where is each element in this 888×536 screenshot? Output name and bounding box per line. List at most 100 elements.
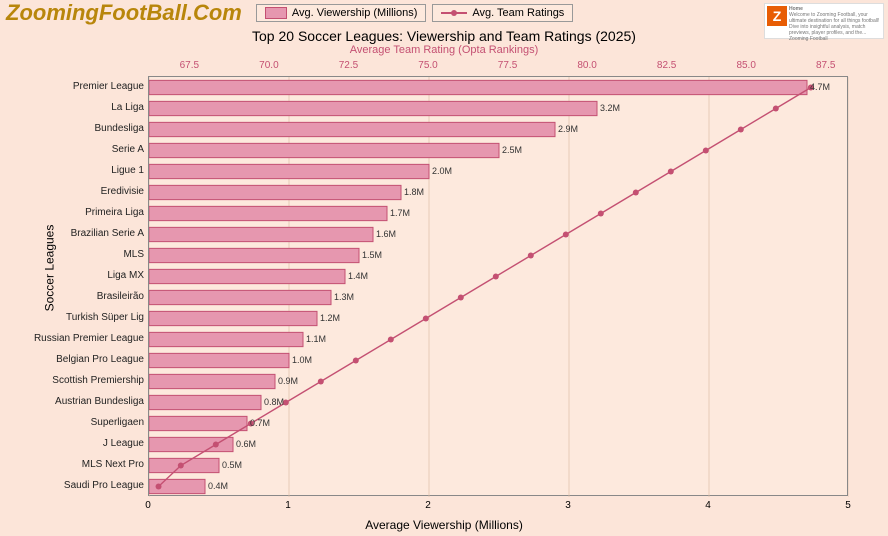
rating-marker	[156, 484, 162, 490]
value-label: 0.7M	[250, 418, 270, 428]
category-label: Austrian Bundesliga	[14, 396, 144, 407]
x-tick-bottom: 0	[145, 500, 151, 511]
value-label: 0.9M	[278, 376, 298, 386]
value-label: 3.2M	[600, 103, 620, 113]
chart-title: Top 20 Soccer Leagues: Viewership and Te…	[0, 28, 888, 44]
bar	[149, 164, 429, 178]
category-label: Brazilian Serie A	[14, 228, 144, 239]
rating-marker	[388, 337, 394, 343]
category-label: MLS	[14, 249, 144, 260]
rating-marker	[353, 358, 359, 364]
bar	[149, 332, 303, 346]
category-label: Eredivisie	[14, 186, 144, 197]
legend-label-line: Avg. Team Ratings	[472, 7, 564, 19]
x-tick-top: 80.0	[577, 60, 596, 71]
legend: Avg. Viewership (Millions) Avg. Team Rat…	[256, 4, 573, 22]
bar	[149, 437, 233, 451]
x-tick-top: 85.0	[736, 60, 755, 71]
x-tick-bottom: 5	[845, 500, 851, 511]
value-label: 1.2M	[320, 313, 340, 323]
category-label: Turkish Süper Lig	[14, 312, 144, 323]
legend-item-line: Avg. Team Ratings	[432, 4, 573, 22]
value-label: 2.0M	[432, 166, 452, 176]
bar	[149, 143, 499, 157]
value-label: 2.5M	[502, 145, 522, 155]
category-label: MLS Next Pro	[14, 459, 144, 470]
category-label: Premier League	[14, 81, 144, 92]
value-label: 1.5M	[362, 250, 382, 260]
x-tick-top: 67.5	[180, 60, 199, 71]
category-label: Superligaen	[14, 417, 144, 428]
x-tick-top: 77.5	[498, 60, 517, 71]
bar	[149, 458, 219, 472]
category-label: Saudi Pro League	[14, 480, 144, 491]
bar	[149, 290, 331, 304]
rating-marker	[668, 169, 674, 175]
value-label: 1.4M	[348, 271, 368, 281]
bar	[149, 101, 597, 115]
x-tick-bottom: 1	[285, 500, 291, 511]
bar	[149, 269, 345, 283]
rating-marker	[738, 127, 744, 133]
bar	[149, 416, 247, 430]
value-label: 1.3M	[334, 292, 354, 302]
x-tick-bottom: 2	[425, 500, 431, 511]
x-tick-top: 72.5	[339, 60, 358, 71]
x-tick-top: 70.0	[259, 60, 278, 71]
value-label: 0.6M	[236, 439, 256, 449]
rating-marker	[528, 253, 534, 259]
value-label: 1.7M	[390, 208, 410, 218]
bar	[149, 206, 387, 220]
x-tick-top: 75.0	[418, 60, 437, 71]
value-label: 1.1M	[306, 334, 326, 344]
rating-marker	[773, 106, 779, 112]
x-tick-bottom: 4	[705, 500, 711, 511]
site-logo: ZoomingFootBall.Com	[6, 0, 242, 26]
x-axis-label: Average Viewership (Millions)	[0, 518, 888, 532]
bar	[149, 353, 289, 367]
x-tick-top: 82.5	[657, 60, 676, 71]
category-label: Brasileirão	[14, 291, 144, 302]
legend-line-icon	[441, 12, 467, 14]
category-label: Serie A	[14, 144, 144, 155]
value-label: 0.8M	[264, 397, 284, 407]
rating-marker	[458, 295, 464, 301]
bar	[149, 122, 555, 136]
bar	[149, 374, 275, 388]
value-label: 4.7M	[810, 82, 830, 92]
bar	[149, 395, 261, 409]
legend-item-bar: Avg. Viewership (Millions)	[256, 4, 427, 22]
value-label: 0.5M	[222, 460, 242, 470]
value-label: 0.4M	[208, 481, 228, 491]
bar	[149, 311, 317, 325]
category-label: Bundesliga	[14, 123, 144, 134]
rating-marker	[213, 442, 219, 448]
category-label: Primeira Liga	[14, 207, 144, 218]
value-label: 1.6M	[376, 229, 396, 239]
value-label: 1.0M	[292, 355, 312, 365]
rating-marker	[598, 211, 604, 217]
rating-marker	[703, 148, 709, 154]
category-label: Liga MX	[14, 270, 144, 281]
bar	[149, 227, 373, 241]
rating-marker	[493, 274, 499, 280]
rating-marker	[318, 379, 324, 385]
category-label: J League	[14, 438, 144, 449]
category-label: Scottish Premiership	[14, 375, 144, 386]
x-tick-top: 87.5	[816, 60, 835, 71]
legend-label-bar: Avg. Viewership (Millions)	[292, 7, 418, 19]
category-label: Russian Premier League	[14, 333, 144, 344]
category-label: Belgian Pro League	[14, 354, 144, 365]
bar	[149, 80, 807, 94]
value-label: 1.8M	[404, 187, 424, 197]
rating-marker	[178, 463, 184, 469]
value-label: 2.9M	[558, 124, 578, 134]
chart-plot-area	[148, 76, 848, 496]
chart-subtitle: Average Team Rating (Opta Rankings)	[0, 44, 888, 56]
x-tick-bottom: 3	[565, 500, 571, 511]
legend-swatch-icon	[265, 7, 287, 19]
category-label: La Liga	[14, 102, 144, 113]
category-label: Ligue 1	[14, 165, 144, 176]
rating-marker	[563, 232, 569, 238]
bar	[149, 248, 359, 262]
